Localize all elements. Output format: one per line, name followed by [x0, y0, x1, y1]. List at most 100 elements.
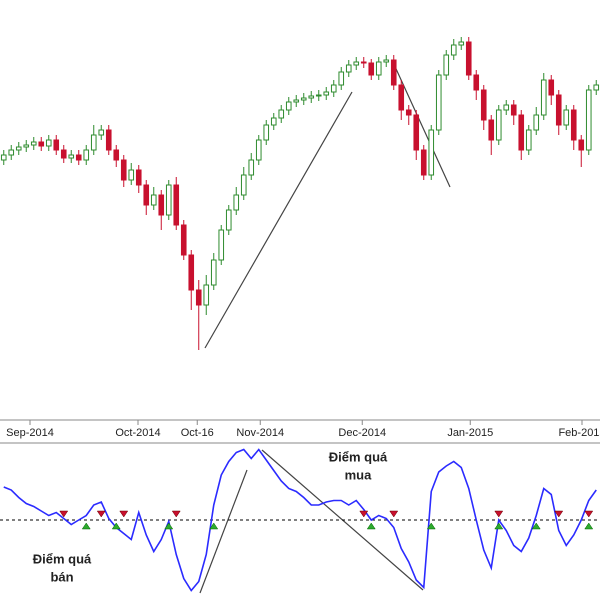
- annotation: Điểm quá: [33, 551, 92, 566]
- x-tick-label: Feb-2015: [558, 427, 600, 439]
- buy-signal: [426, 522, 436, 530]
- x-tick-label: Sep-2014: [6, 427, 54, 439]
- buy-signal: [209, 522, 219, 530]
- sell-signal: [59, 510, 69, 518]
- buy-signal: [111, 522, 121, 530]
- candle-body: [480, 89, 487, 121]
- candle-body: [540, 79, 547, 116]
- candle-body: [248, 159, 255, 176]
- annotation: Điểm quá: [329, 449, 388, 464]
- candle-body: [53, 139, 60, 151]
- candle-body: [413, 114, 420, 151]
- candle-body: [218, 229, 225, 261]
- candle-body: [593, 84, 600, 91]
- candle-body: [135, 169, 142, 186]
- candle-body: [300, 97, 307, 101]
- buy-signal: [531, 522, 541, 530]
- sell-signal: [96, 510, 106, 518]
- candle-body: [188, 254, 195, 291]
- candle-body: [330, 84, 337, 93]
- candle-body: [15, 146, 22, 151]
- candle-body: [180, 224, 187, 256]
- buy-signal: [494, 522, 504, 530]
- candle-body: [503, 104, 510, 111]
- candle-body: [465, 41, 472, 76]
- candle-body: [75, 154, 82, 161]
- candle-body: [428, 129, 435, 176]
- sell-signal: [389, 510, 399, 518]
- candle-body: [120, 159, 127, 181]
- candle-body: [525, 129, 532, 151]
- candle-body: [345, 64, 352, 73]
- candle-body: [23, 144, 30, 148]
- candle-body: [30, 141, 37, 146]
- candle-body: [165, 184, 172, 216]
- candle-body: [510, 104, 517, 116]
- candle-body: [548, 79, 555, 96]
- candle-body: [555, 94, 562, 126]
- candle-body: [570, 109, 577, 141]
- candle-body: [263, 124, 270, 141]
- sell-signal: [554, 510, 564, 518]
- candle-body: [383, 59, 390, 63]
- candle-body: [98, 129, 105, 136]
- candle-body: [68, 154, 75, 159]
- candle-body: [323, 91, 330, 96]
- candle-body: [585, 89, 592, 151]
- candle-body: [128, 169, 135, 181]
- candle-body: [308, 95, 315, 99]
- candle-body: [518, 114, 525, 151]
- candle-body: [375, 61, 382, 76]
- candle-body: [38, 141, 45, 147]
- candle-body: [293, 99, 300, 103]
- candle-body: [405, 109, 412, 116]
- candle-body: [270, 117, 277, 126]
- sell-signal: [584, 510, 594, 518]
- candle-body: [443, 54, 450, 76]
- candle-body: [473, 74, 480, 91]
- buy-signal: [81, 522, 91, 530]
- candle-body: [60, 149, 67, 159]
- candle-body: [435, 74, 442, 131]
- candle-body: [210, 259, 217, 286]
- x-tick-label: Oct-2014: [115, 427, 160, 439]
- candle-body: [278, 109, 285, 119]
- candle-body: [578, 139, 585, 151]
- sell-signal: [119, 510, 129, 518]
- candle-body: [173, 184, 180, 226]
- buy-signal: [584, 522, 594, 530]
- candle-body: [315, 94, 322, 97]
- candle-body: [398, 84, 405, 111]
- x-tick-label: Oct-16: [181, 427, 214, 439]
- candle-body: [360, 61, 367, 64]
- candle-body: [255, 139, 262, 161]
- candle-body: [488, 119, 495, 141]
- candle-body: [450, 44, 457, 56]
- candle-body: [143, 184, 150, 206]
- candle-body: [353, 61, 360, 66]
- candle-body: [83, 149, 90, 161]
- candle-body: [458, 41, 465, 46]
- candle-body: [203, 284, 210, 306]
- candle-body: [158, 194, 165, 216]
- candle-body: [338, 71, 345, 86]
- candle-body: [390, 59, 397, 86]
- candle-body: [225, 209, 232, 231]
- candle-body: [0, 154, 7, 161]
- x-tick-label: Dec-2014: [338, 427, 386, 439]
- candle-body: [150, 194, 157, 206]
- candle-body: [8, 149, 15, 156]
- buy-signal: [366, 522, 376, 530]
- trend-line: [204, 91, 353, 349]
- annotation: bán: [50, 569, 73, 584]
- candle-body: [495, 109, 502, 141]
- annotation: mua: [345, 467, 373, 482]
- candle-body: [113, 149, 120, 161]
- sell-signal: [171, 510, 181, 518]
- buy-signal: [164, 522, 174, 530]
- candle-body: [233, 194, 240, 211]
- candle-body: [420, 149, 427, 176]
- candle-body: [240, 174, 247, 196]
- candle-body: [105, 129, 112, 151]
